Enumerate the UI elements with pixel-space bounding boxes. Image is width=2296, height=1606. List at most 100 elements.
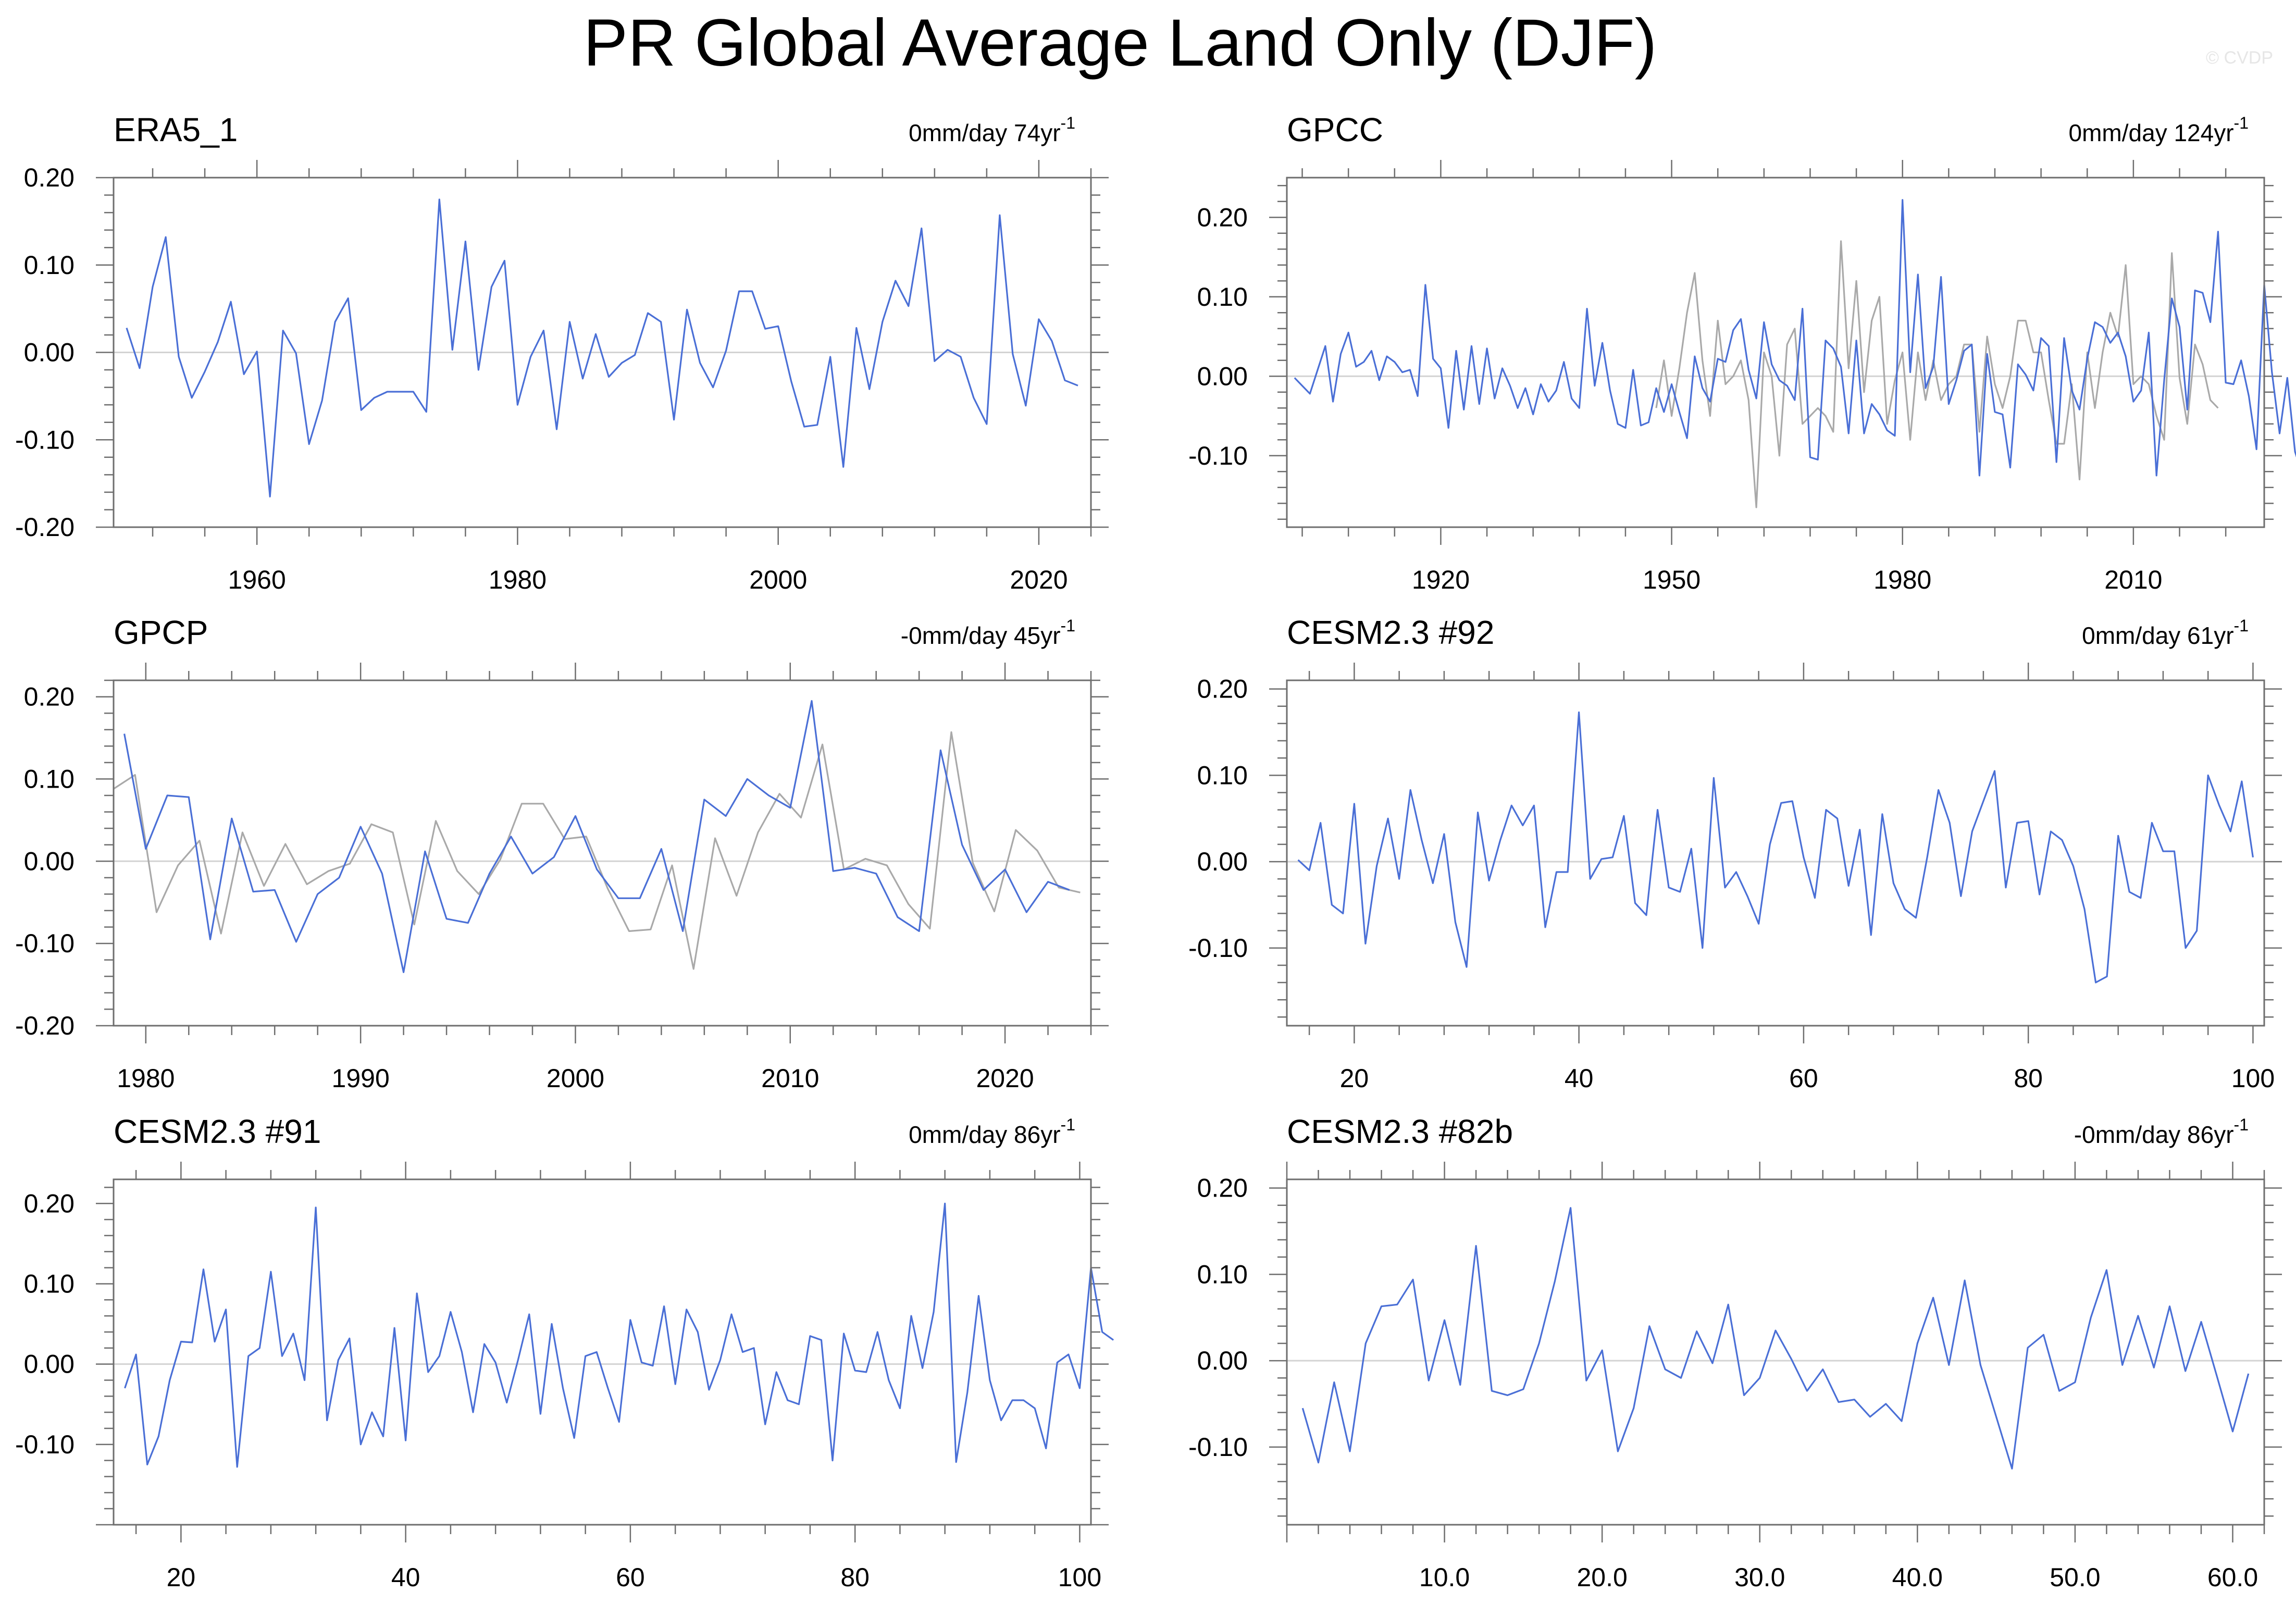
x-tick-label: 30.0 <box>1734 1563 1785 1592</box>
series-line <box>1294 199 2296 477</box>
y-tick-label: -0.10 <box>1188 441 1248 470</box>
x-tick-label: 20.0 <box>1577 1563 1627 1592</box>
x-tick-label: 40.0 <box>1892 1563 1943 1592</box>
plot-frame <box>1286 1178 2265 1526</box>
x-tick-label: 40 <box>1565 1064 1594 1093</box>
y-tick-label: 0.20 <box>24 163 75 192</box>
figure-title: PR Global Average Land Only (DJF) <box>583 6 1657 80</box>
y-tick-label: 0.20 <box>24 682 75 712</box>
x-tick-label: 20 <box>167 1563 196 1592</box>
y-tick-label: -0.20 <box>15 513 75 542</box>
y-tick-label: 0.10 <box>1197 1260 1248 1289</box>
y-tick-label: 0.20 <box>1197 1174 1248 1203</box>
x-tick-label: 40 <box>391 1563 420 1592</box>
y-tick-label: -0.10 <box>15 1430 75 1459</box>
trend-exponent: -1 <box>2234 1115 2249 1134</box>
trend-value: -0mm/day 45yr <box>901 622 1061 649</box>
x-tick-label: 2020 <box>976 1064 1034 1093</box>
y-tick-label: 0.00 <box>24 1350 75 1379</box>
plot-frame <box>1286 177 2265 528</box>
trend-exponent: -1 <box>2234 616 2249 635</box>
y-tick-label: -0.10 <box>15 425 75 454</box>
trend-value: 0mm/day 61yr <box>2082 622 2233 649</box>
series-line <box>124 1202 1114 1468</box>
trend-exponent: -1 <box>1061 1115 1075 1134</box>
trend-label: 0mm/day 124yr-1 <box>2069 114 2249 146</box>
chart-panel-4: 0.20 0.10 0.00 -0.10 20 40 60 80 100 CESM2.3 #92 0… <box>1188 614 2282 1093</box>
trend-exponent: -1 <box>2234 114 2249 132</box>
x-tick-label: 50.0 <box>2050 1563 2100 1592</box>
trend-value: 0mm/day 86yr <box>909 1121 1060 1148</box>
trend-exponent: -1 <box>1061 114 1075 132</box>
panel-title: GPCC <box>1287 111 1383 148</box>
series-line <box>123 700 1070 974</box>
series-line <box>126 198 1078 497</box>
y-tick-label: -0.10 <box>15 929 75 958</box>
plot-frame <box>1286 679 2265 1027</box>
reference-series-line <box>1655 240 2219 508</box>
x-tick-label: 2000 <box>547 1064 604 1093</box>
x-tick-label: 100 <box>1058 1563 1101 1592</box>
cvdp-credit: © CVDP <box>2206 48 2273 68</box>
reference-series-line <box>113 731 1081 970</box>
trend-value: 0mm/day 74yr <box>909 119 1060 146</box>
x-tick-label: 1990 <box>332 1064 390 1093</box>
y-tick-label: 0.10 <box>24 764 75 793</box>
chart-panel-2: 0.20 0.10 0.00 -0.10 1920 1950 1980 2010 GPCC 0mm… <box>1188 111 2296 594</box>
y-tick-label: 0.10 <box>1197 761 1248 790</box>
y-tick-label: -0.10 <box>1188 933 1248 963</box>
x-tick-label: 1960 <box>228 565 286 594</box>
y-tick-label: 0.20 <box>1197 675 1248 704</box>
x-tick-label: 1980 <box>1873 565 1931 594</box>
x-tick-label: 1950 <box>1643 565 1701 594</box>
trend-label: 0mm/day 61yr-1 <box>2082 616 2249 649</box>
x-tick-label: 60 <box>1789 1064 1818 1093</box>
x-tick-label: 2010 <box>761 1064 819 1093</box>
y-tick-label: -0.20 <box>15 1011 75 1040</box>
panel-title: ERA5_1 <box>114 111 238 148</box>
x-tick-label: 80 <box>840 1563 870 1592</box>
plot-frame <box>113 679 1092 1027</box>
y-tick-label: -0.10 <box>1188 1433 1248 1462</box>
trend-value: -0mm/day 86yr <box>2074 1121 2234 1148</box>
series-line <box>1301 1207 2250 1470</box>
chart-panel-3: 0.20 0.10 0.00 -0.10 -0.20 1980 1990 2000 2010 20… <box>15 614 1109 1093</box>
plot-frame <box>113 1178 1092 1526</box>
y-tick-label: 0.10 <box>1197 282 1248 312</box>
trend-label: 0mm/day 74yr-1 <box>909 114 1075 146</box>
x-tick-label: 1980 <box>117 1064 175 1093</box>
panel-title: CESM2.3 #82b <box>1287 1113 1513 1150</box>
x-tick-label: 10.0 <box>1419 1563 1470 1592</box>
y-tick-label: 0.00 <box>1197 362 1248 391</box>
y-tick-label: 0.10 <box>24 251 75 280</box>
x-tick-label: 100 <box>2231 1064 2275 1093</box>
trend-exponent: -1 <box>1061 616 1075 635</box>
y-tick-label: 0.00 <box>1197 847 1248 876</box>
y-tick-label: 0.00 <box>24 338 75 367</box>
x-tick-label: 2020 <box>1010 565 1068 594</box>
trend-label: -0mm/day 86yr-1 <box>2074 1115 2249 1148</box>
trend-value: 0mm/day 124yr <box>2069 119 2234 146</box>
trend-label: 0mm/day 86yr-1 <box>909 1115 1075 1148</box>
x-tick-label: 2010 <box>2104 565 2162 594</box>
y-tick-label: 0.20 <box>24 1189 75 1218</box>
chart-panel-6: 0.20 0.10 0.00 -0.10 10.0 20.0 30.0 40.0 50.0 60.… <box>1188 1113 2282 1592</box>
x-tick-label: 1920 <box>1412 565 1470 594</box>
panel-title: GPCP <box>114 614 208 651</box>
chart-panel-1: 0.20 0.10 0.00 -0.10 -0.20 1960 1980 2000 2020 ER… <box>15 111 1109 594</box>
trend-label: -0mm/day 45yr-1 <box>901 616 1075 649</box>
y-tick-label: 0.10 <box>24 1269 75 1298</box>
x-tick-label: 2000 <box>749 565 807 594</box>
y-tick-label: 0.20 <box>1197 203 1248 232</box>
x-tick-label: 80 <box>2014 1064 2043 1093</box>
x-tick-label: 20 <box>1340 1064 1369 1093</box>
y-tick-label: 0.00 <box>24 846 75 876</box>
y-tick-label: 0.00 <box>1197 1346 1248 1375</box>
x-tick-label: 60 <box>616 1563 645 1592</box>
x-tick-label: 60.0 <box>2207 1563 2258 1592</box>
panel-title: CESM2.3 #91 <box>114 1113 321 1150</box>
series-line <box>1297 711 2254 983</box>
chart-panel-5: 0.20 0.10 0.00 -0.10 20 40 60 80 100 CESM2.3 #91 0… <box>15 1113 1114 1592</box>
x-tick-label: 1980 <box>489 565 547 594</box>
